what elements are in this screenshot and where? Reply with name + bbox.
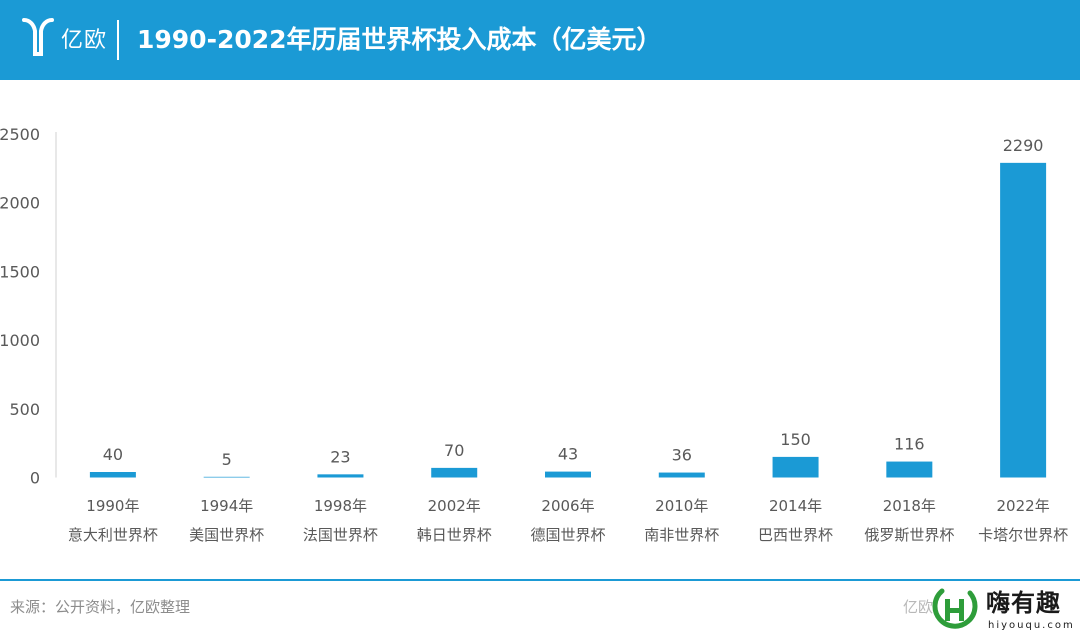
watermark-text: 亿欧 [903, 598, 934, 616]
data-label: 23 [330, 447, 350, 466]
watermark-name: 嗨有趣 [986, 589, 1061, 617]
x-tick-sublabel: 法国世界杯 [303, 526, 378, 544]
data-label: 70 [444, 441, 464, 460]
x-tick-sublabel: 巴西世界杯 [758, 526, 833, 544]
bar [431, 467, 478, 478]
data-label: 40 [103, 445, 123, 464]
yiou-logo-icon [22, 18, 54, 56]
x-tick-label: 2014年 [769, 497, 822, 515]
watermark-logo-icon [932, 588, 978, 629]
x-tick-label: 1990年 [86, 497, 139, 515]
source-note: 来源：公开资料，亿欧整理 [10, 598, 191, 616]
bar [89, 472, 136, 478]
y-tick-label: 500 [9, 400, 40, 419]
data-label: 36 [672, 446, 692, 465]
data-label: 43 [558, 445, 578, 464]
x-tick-label: 2006年 [541, 497, 594, 515]
bar [772, 456, 819, 478]
x-tick-sublabel: 美国世界杯 [189, 526, 264, 544]
x-tick-sublabel: 韩日世界杯 [417, 526, 492, 544]
bar [1000, 162, 1047, 478]
logo-text: 亿欧 [61, 28, 108, 53]
x-tick-label: 1998年 [314, 497, 367, 515]
footer-divider [0, 579, 1080, 581]
x-tick-sublabel: 俄罗斯世界杯 [864, 526, 954, 544]
bar [658, 472, 705, 478]
data-label: 116 [894, 435, 925, 454]
header-bar: 亿欧 1990-2022年历届世界杯投入成本（亿美元） [0, 0, 1080, 80]
data-label: 5 [222, 450, 232, 469]
x-tick-label: 2010年 [655, 497, 708, 515]
x-tick-label: 2022年 [997, 497, 1050, 515]
bar [545, 471, 591, 478]
page-title: 1990-2022年历届世界杯投入成本（亿美元） [137, 25, 662, 54]
data-label: 2290 [1003, 136, 1044, 155]
y-tick-label: 0 [30, 469, 40, 488]
x-tick-sublabel: 南非世界杯 [644, 526, 719, 544]
x-tick-label: 1994年 [200, 497, 253, 515]
x-tick-label: 2018年 [883, 497, 936, 515]
header-divider [117, 20, 119, 60]
bar [203, 476, 250, 478]
bar [886, 461, 933, 478]
y-tick-label: 2500 [0, 125, 40, 144]
watermark-url: hiyouqu.com [988, 620, 1075, 631]
bar [317, 474, 364, 478]
y-tick-label: 2000 [0, 194, 40, 213]
y-tick-label: 1500 [0, 262, 40, 281]
x-tick-sublabel: 德国世界杯 [530, 526, 605, 544]
x-tick-sublabel: 卡塔尔世界杯 [978, 526, 1068, 544]
x-tick-label: 2002年 [428, 497, 481, 515]
x-tick-sublabel: 意大利世界杯 [68, 526, 158, 544]
data-label: 150 [780, 430, 811, 449]
y-tick-label: 1000 [0, 331, 40, 350]
